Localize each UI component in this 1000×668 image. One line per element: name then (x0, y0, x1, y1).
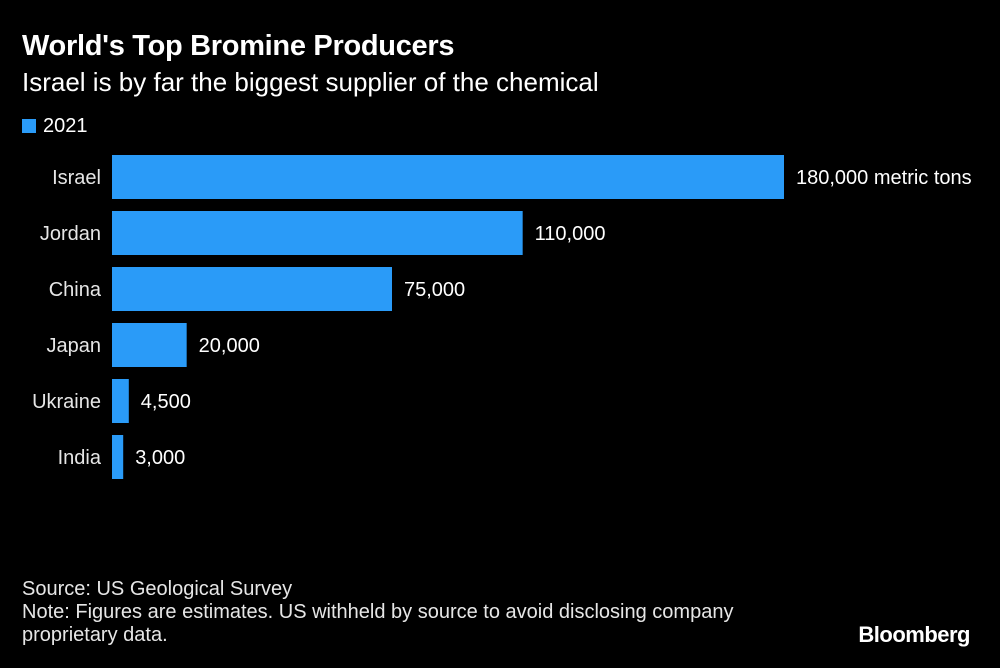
category-label-japan: Japan (47, 335, 102, 357)
footnote-line-2: proprietary data. (22, 624, 168, 646)
legend: 2021 (22, 115, 88, 137)
bar-ukraine (112, 379, 129, 423)
chart-title: World's Top Bromine Producers (22, 30, 455, 62)
category-label-china: China (49, 279, 102, 301)
category-label-jordan: Jordan (40, 223, 101, 245)
bar-india (112, 435, 124, 479)
bar-jordan (112, 211, 523, 255)
legend-swatch (22, 119, 36, 133)
value-label-ukraine: 4,500 (141, 391, 191, 413)
chart-subtitle: Israel is by far the biggest supplier of… (22, 67, 599, 97)
bar-china (112, 267, 392, 311)
footer: Source: US Geological Survey Note: Figur… (22, 578, 822, 647)
bloomberg-logo: Bloomberg (858, 622, 970, 647)
category-label-india: India (58, 447, 102, 469)
value-label-india: 3,000 (135, 447, 185, 469)
category-label-israel: Israel (52, 167, 101, 189)
category-label-ukraine: Ukraine (32, 391, 101, 413)
bar-chart: Israel 180,000 metric tons Jordan 110,000 Ch… (32, 155, 972, 479)
value-label-china: 75,000 (404, 279, 465, 301)
value-label-japan: 20,000 (199, 335, 260, 357)
footnote-line-1: Note: Figures are estimates. US withheld… (22, 601, 734, 623)
legend-label: 2021 (43, 114, 88, 137)
bar-japan (112, 323, 187, 367)
value-label-jordan: 110,000 (535, 223, 606, 245)
bar-israel (112, 155, 784, 199)
source-note: Source: US Geological Survey (22, 578, 293, 600)
value-label-israel: 180,000 metric tons (796, 167, 972, 189)
